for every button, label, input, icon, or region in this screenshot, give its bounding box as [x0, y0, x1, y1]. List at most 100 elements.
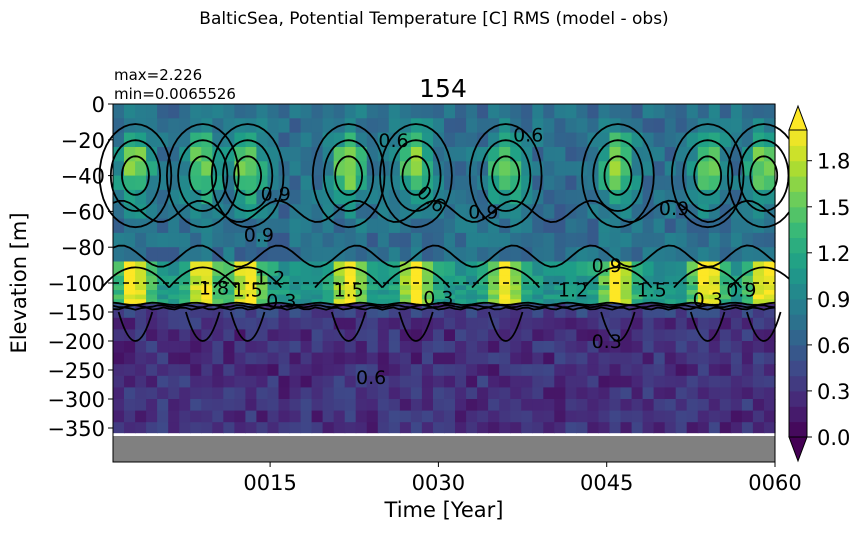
heatmap-cell: [146, 422, 158, 434]
heatmap-cell: [565, 317, 577, 330]
heatmap-cell: [664, 104, 677, 119]
heatmap-cell: [245, 308, 257, 319]
heatmap-cell: [686, 290, 699, 296]
figure-suptitle: BalticSea, Potential Temperature [C] RMS…: [199, 9, 668, 29]
heatmap-cell: [609, 232, 622, 248]
heatmap-cell: [146, 299, 158, 305]
heatmap-cell: [322, 299, 335, 305]
heatmap-cell: [333, 299, 346, 305]
heatmap-cell: [421, 308, 434, 319]
heatmap-cell: [675, 285, 688, 291]
heatmap-cell: [455, 275, 467, 286]
heatmap-cell: [521, 341, 533, 354]
heatmap-cell: [741, 104, 754, 119]
heatmap-cell: [168, 204, 180, 220]
heatmap-cell: [410, 189, 423, 205]
heatmap-cell: [212, 399, 224, 412]
heatmap-cell: [741, 290, 754, 296]
heatmap-cell: [631, 232, 644, 248]
heatmap-cell: [719, 399, 732, 412]
heatmap-cell: [730, 294, 743, 300]
heatmap-cell: [532, 294, 544, 300]
heatmap-cell: [212, 329, 224, 342]
heatmap-cell: [708, 317, 721, 330]
heatmap-cell: [355, 147, 368, 162]
heatmap-cell: [455, 290, 467, 296]
heatmap-cell: [455, 399, 467, 412]
heatmap-cell: [311, 104, 324, 119]
heatmap-cell: [267, 410, 280, 423]
heatmap-cell: [421, 422, 434, 434]
heatmap-cell: [521, 275, 533, 286]
heatmap-cell: [730, 118, 743, 134]
heatmap-cell: [267, 218, 280, 234]
heatmap-cell: [554, 294, 566, 300]
heatmap-cell: [179, 189, 191, 205]
heatmap-cell: [146, 232, 158, 248]
heatmap-cell: [168, 275, 180, 286]
heatmap-cell: [300, 104, 313, 119]
y-tick-label: −200: [47, 330, 105, 354]
heatmap-cell: [146, 247, 158, 263]
heatmap-cell: [686, 132, 699, 148]
heatmap-cell: [576, 285, 588, 291]
heatmap-cell: [278, 204, 291, 220]
contour-label: 1.2: [255, 268, 285, 290]
heatmap-cell: [190, 247, 202, 263]
heatmap-cell: [499, 285, 511, 291]
heatmap-cell: [488, 422, 500, 434]
heatmap-cell: [730, 218, 743, 234]
heatmap-cell: [455, 161, 467, 177]
y-tick-label: −20: [61, 129, 105, 153]
contour-label: 0.9: [659, 198, 689, 220]
heatmap-cell: [201, 410, 213, 423]
heatmap-cell: [653, 261, 666, 277]
heatmap-cell: [256, 232, 268, 248]
heatmap-cell: [135, 352, 147, 365]
x-tick-label: 0060: [748, 471, 801, 495]
heatmap-cell: [311, 175, 324, 191]
heatmap-cell: [455, 387, 467, 400]
heatmap-cell: [433, 329, 445, 342]
heatmap-cell: [554, 118, 566, 134]
heatmap-cell: [708, 341, 721, 354]
contour-line: [188, 155, 218, 196]
contour-line: [592, 139, 644, 212]
heatmap-cell: [521, 352, 533, 365]
heatmap-cell: [565, 232, 577, 248]
heatmap-cell: [212, 189, 224, 205]
heatmap-cell: [366, 218, 379, 234]
heatmap-cell: [289, 294, 302, 300]
heatmap-cell: [576, 104, 588, 119]
heatmap-cell: [311, 147, 324, 162]
heatmap-cell: [477, 104, 489, 119]
heatmap-cell: [764, 204, 776, 220]
heatmap-cell: [719, 247, 732, 263]
heatmap-cell: [377, 410, 390, 423]
heatmap-cell: [510, 387, 522, 400]
heatmap-cell: [675, 375, 688, 388]
heatmap-cell: [708, 290, 721, 296]
heatmap-cell: [554, 290, 566, 296]
heatmap-cell: [311, 132, 324, 148]
heatmap-cell: [201, 399, 213, 412]
heatmap-cell: [223, 341, 235, 354]
heatmap-cell: [631, 247, 644, 263]
heatmap-cell: [741, 175, 754, 191]
heatmap-cell: [278, 104, 291, 119]
heatmap-cell: [190, 147, 202, 162]
heatmap-cell: [609, 329, 622, 342]
no-data-region: [113, 436, 775, 462]
heatmap-cell: [399, 422, 412, 434]
heatmap-cell: [444, 285, 456, 291]
heatmap-cell: [521, 294, 533, 300]
heatmap-cell: [157, 422, 169, 434]
heatmap-cell: [697, 399, 710, 412]
heatmap-cell: [256, 329, 268, 342]
heatmap-cell: [598, 422, 611, 434]
heatmap-cell: [179, 290, 191, 296]
heatmap-cell: [278, 118, 291, 134]
heatmap-cell: [587, 387, 599, 400]
heatmap-cell: [433, 161, 445, 177]
heatmap-cell: [620, 232, 633, 248]
